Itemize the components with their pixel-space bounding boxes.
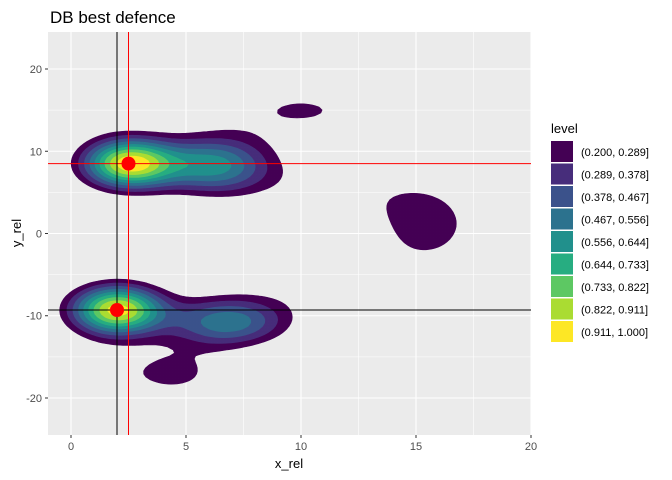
- highlight-points: [110, 156, 136, 317]
- x-axis-title: x_rel: [275, 456, 303, 471]
- legend-swatch-4: [551, 231, 573, 252]
- y-tick-label-2: 0: [36, 229, 42, 241]
- legend-title: level: [551, 121, 578, 136]
- y-tick-label-4: 20: [30, 64, 42, 76]
- legend-swatch-3: [551, 208, 573, 230]
- legend-label-2: (0.378, 0.467]: [581, 192, 649, 204]
- y-tick-label-1: -10: [26, 311, 42, 323]
- legend-swatch-7: [551, 298, 573, 320]
- legend-label-8: (0.911, 1.000]: [581, 327, 648, 339]
- x-tick-label-4: 20: [525, 441, 537, 453]
- legend-swatch-1: [551, 163, 573, 185]
- legend-label-5: (0.644, 0.733]: [581, 260, 649, 272]
- x-tick-label-3: 15: [410, 441, 422, 453]
- legend-swatch-8: [551, 321, 573, 342]
- y-tick-label-0: -20: [26, 393, 42, 405]
- legend-label-1: (0.289, 0.378]: [581, 170, 649, 182]
- y-axis-ticks: -20 -10 0 10 20: [26, 64, 48, 405]
- legend-swatch-6: [551, 276, 573, 297]
- x-tick-label-0: 0: [68, 441, 74, 453]
- x-tick-label-2: 10: [295, 441, 307, 453]
- density-contours: [59, 103, 457, 385]
- legend-label-7: (0.822, 0.911]: [581, 305, 648, 317]
- legend-swatch-5: [551, 253, 573, 275]
- legend-label-3: (0.467, 0.556]: [581, 215, 649, 227]
- x-axis-ticks: 0 5 10 15 20: [68, 435, 537, 453]
- legend-swatch-0: [551, 141, 573, 162]
- legend: level (0.200, 0.289] (0.289, 0.378] (0.378…: [551, 121, 649, 342]
- legend-label-0: (0.200, 0.289]: [581, 147, 649, 159]
- x-tick-label-1: 5: [183, 441, 189, 453]
- legend-label-4: (0.556, 0.644]: [581, 237, 649, 249]
- point-1: [110, 302, 124, 317]
- reference-lines: [48, 32, 531, 435]
- legend-label-6: (0.733, 0.822]: [581, 282, 649, 294]
- y-axis-title: y_rel: [9, 219, 24, 247]
- point-0: [121, 156, 136, 171]
- chart-title: DB best defence: [50, 8, 176, 27]
- y-tick-label-3: 10: [30, 146, 42, 158]
- legend-swatch-2: [551, 186, 573, 207]
